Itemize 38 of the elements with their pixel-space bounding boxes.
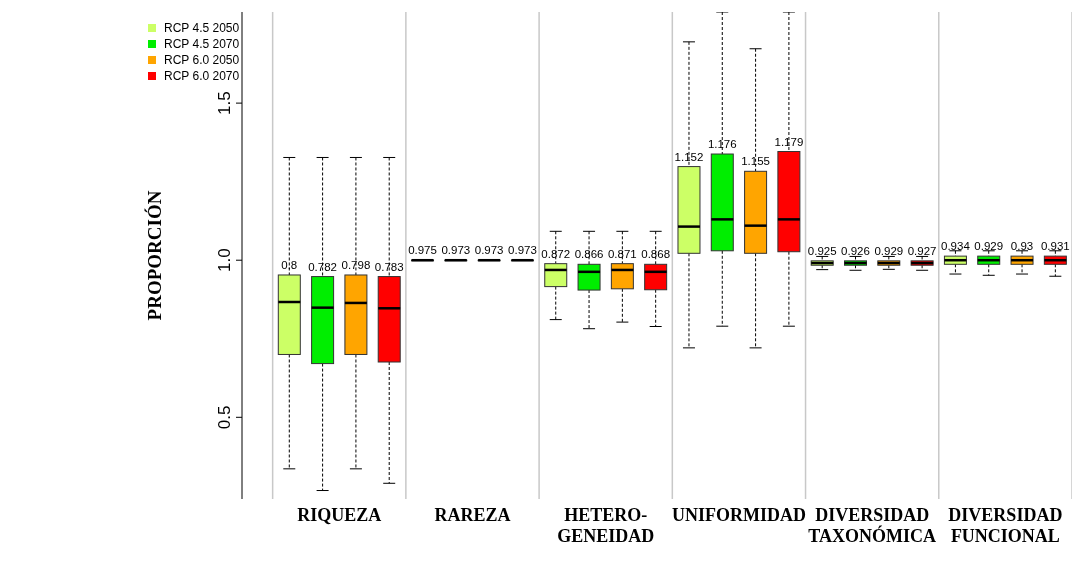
legend-label: RCP 4.5 2070 bbox=[164, 37, 240, 51]
text: 1.176 bbox=[707, 138, 737, 151]
text: 0.93 bbox=[1010, 240, 1034, 253]
text: 0.975 bbox=[408, 244, 437, 257]
legend-label: RCP 6.0 2070 bbox=[164, 69, 240, 83]
text: 0.929 bbox=[974, 240, 1004, 253]
text: 0.925 bbox=[807, 244, 837, 257]
y-tick-label: 1.0 bbox=[215, 248, 234, 273]
text: 0.868 bbox=[641, 248, 671, 261]
text: 1.155 bbox=[741, 155, 770, 168]
x-tick-label: RAREZA bbox=[434, 505, 511, 525]
text: 0.782 bbox=[308, 260, 337, 273]
text: 0.931 bbox=[1040, 240, 1070, 253]
x-tick-label: DIVERSIDAD TAXONÓMICA bbox=[808, 505, 936, 546]
text: 0.934 bbox=[941, 240, 970, 253]
x-tick-label: RIQUEZA bbox=[297, 505, 382, 525]
legend-label: RCP 4.5 2050 bbox=[164, 21, 240, 35]
text: 0.798 bbox=[341, 258, 371, 271]
text: 0.973 bbox=[441, 244, 471, 257]
text: 0.929 bbox=[874, 244, 904, 257]
text: 0.926 bbox=[841, 244, 870, 257]
text: 0.973 bbox=[508, 244, 537, 257]
text: 0.927 bbox=[907, 244, 937, 257]
x-tick-label: HETERO- GENEIDAD bbox=[557, 505, 655, 546]
x-tick-label: UNIFORMIDAD bbox=[671, 505, 806, 525]
x-tick-label: DIVERSIDAD FUNCIONAL bbox=[948, 505, 1063, 546]
text: 0.783 bbox=[374, 260, 404, 273]
text: 1.179 bbox=[774, 135, 804, 148]
text: 0.872 bbox=[541, 247, 571, 260]
y-tick-label: 1.5 bbox=[215, 91, 234, 115]
text: 0.866 bbox=[574, 248, 604, 261]
legend-label: RCP 6.0 2050 bbox=[164, 53, 240, 67]
y-tick-label: 0.5 bbox=[215, 405, 234, 430]
text: 0.8 bbox=[281, 258, 298, 271]
text: 0.973 bbox=[474, 244, 504, 257]
text: 1.152 bbox=[674, 150, 704, 163]
y-axis-title: PROPORCIÓN bbox=[143, 190, 165, 321]
text: 0.871 bbox=[607, 247, 637, 260]
